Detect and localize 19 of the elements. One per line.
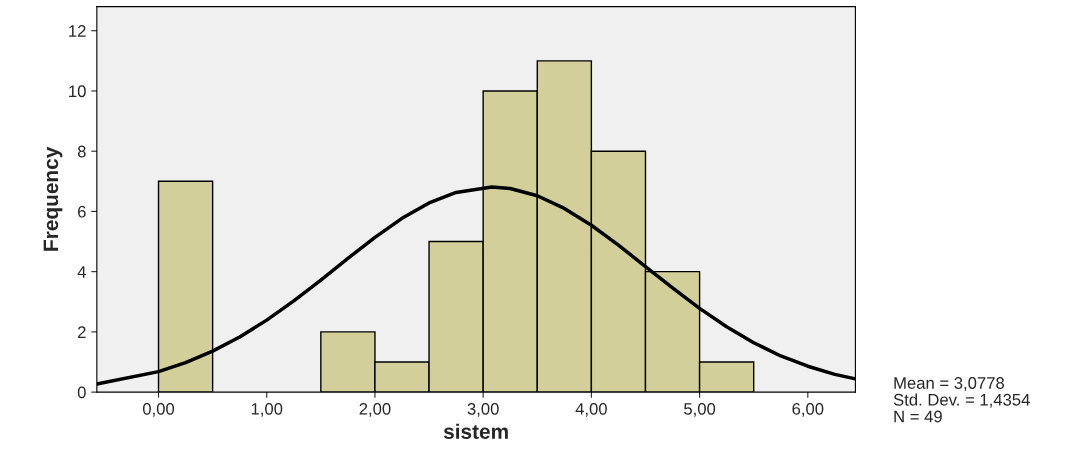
y-tick-label: 0 — [77, 386, 86, 399]
y-tick-label: 12 — [69, 25, 86, 37]
y-tick-label: 6 — [78, 205, 86, 218]
x-tick-label: 0,00 — [142, 402, 175, 417]
x-tick-label: 3,00 — [467, 402, 499, 417]
x-axis-title: sistem — [443, 423, 508, 439]
text: Std. Dev. = 1,4354 — [893, 393, 1030, 408]
y-tick-label: 2 — [77, 326, 86, 338]
y-axis-title: Frequency — [43, 146, 63, 251]
text: Mean = 3,0778 — [894, 377, 1005, 391]
y-tick-label: 8 — [77, 145, 86, 158]
x-tick-label: 5,00 — [684, 402, 716, 417]
x-tick-label: 1,00 — [251, 402, 283, 417]
x-tick-label: 4,00 — [575, 402, 607, 417]
x-tick-label: 6,00 — [792, 402, 824, 417]
y-tick-label: 10 — [69, 85, 86, 98]
y-tick-label: 4 — [77, 266, 86, 278]
text: N = 49 — [894, 410, 942, 423]
x-tick-label: 2,00 — [359, 402, 391, 417]
